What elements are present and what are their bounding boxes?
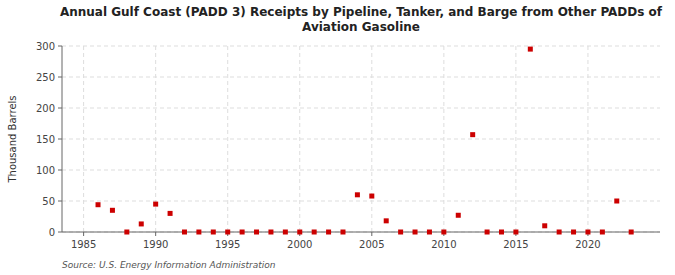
x-tick-label: 2020 — [575, 239, 600, 250]
x-grid-line — [515, 46, 516, 232]
point — [240, 230, 245, 235]
point — [340, 230, 345, 235]
title: Annual Gulf Coast (PADD 3) Receipts by P… — [60, 5, 663, 34]
y-tick-label: 50 — [42, 196, 55, 207]
point — [427, 230, 432, 235]
point — [585, 230, 590, 235]
y-grid-line — [62, 46, 660, 47]
point — [485, 230, 490, 235]
point — [312, 230, 317, 235]
x-grid-line — [227, 46, 228, 232]
point — [182, 230, 187, 235]
points — [96, 47, 634, 235]
y-grid-line — [62, 201, 660, 202]
point — [499, 230, 504, 235]
point — [254, 230, 259, 235]
point — [542, 223, 547, 228]
x-tick-label: 2005 — [359, 239, 384, 250]
point — [110, 208, 115, 213]
point — [398, 230, 403, 235]
point — [369, 194, 374, 199]
y-tick-label: 100 — [36, 165, 55, 176]
y-tick-label: 150 — [36, 134, 55, 145]
y-tick — [58, 170, 62, 171]
y-tick-label: 200 — [36, 103, 55, 114]
x-tick-label: 2010 — [431, 239, 456, 250]
point — [268, 230, 273, 235]
x-grid-line — [587, 46, 588, 232]
x-tick-label: 1985 — [71, 239, 96, 250]
y-tick — [58, 232, 62, 233]
point — [326, 230, 331, 235]
x-grid-line — [443, 46, 444, 232]
y-axis-line — [62, 46, 63, 232]
point — [153, 202, 158, 207]
x-tick-label: 1990 — [143, 239, 168, 250]
x-grid-line — [83, 46, 84, 232]
y-tick — [58, 201, 62, 202]
y-tick-label: 300 — [36, 41, 55, 52]
point — [211, 230, 216, 235]
y-tick — [58, 46, 62, 47]
x-tick-label: 2015 — [503, 239, 528, 250]
point — [283, 230, 288, 235]
point — [571, 230, 576, 235]
grid — [62, 46, 660, 232]
point — [96, 202, 101, 207]
y-tick-label: 250 — [36, 72, 55, 83]
point — [557, 230, 562, 235]
y-tick-label: 0 — [49, 227, 55, 238]
y-grid-line — [62, 77, 660, 78]
source-note: Source: U.S. Energy Information Administ… — [62, 260, 276, 270]
x-tick — [371, 232, 372, 236]
point — [413, 230, 418, 235]
point — [297, 230, 302, 235]
point — [629, 230, 634, 235]
point — [196, 230, 201, 235]
y-grid-line — [62, 108, 660, 109]
x-tick-label: 1995 — [215, 239, 240, 250]
y-tick — [58, 108, 62, 109]
point — [528, 47, 533, 52]
x-axis-line — [62, 232, 660, 233]
y-tick — [58, 77, 62, 78]
point — [456, 213, 461, 218]
point — [513, 230, 518, 235]
y-grid-line — [62, 170, 660, 171]
point — [225, 230, 230, 235]
x-grid-line — [299, 46, 300, 232]
y-grid-line — [62, 139, 660, 140]
chart: Annual Gulf Coast (PADD 3) Receipts by P… — [0, 0, 675, 275]
point — [139, 221, 144, 226]
point — [470, 132, 475, 137]
point — [168, 211, 173, 216]
x-tick — [155, 232, 156, 236]
point — [614, 199, 619, 204]
y-grid-line — [62, 232, 660, 233]
point — [384, 218, 389, 223]
point — [124, 230, 129, 235]
x-grid-line — [371, 46, 372, 232]
x-tick — [83, 232, 84, 236]
point — [441, 230, 446, 235]
point — [355, 192, 360, 197]
point — [600, 230, 605, 235]
y-axis-label: Thousand Barrels — [7, 95, 18, 183]
y-tick — [58, 139, 62, 140]
x-tick-label: 2000 — [287, 239, 312, 250]
